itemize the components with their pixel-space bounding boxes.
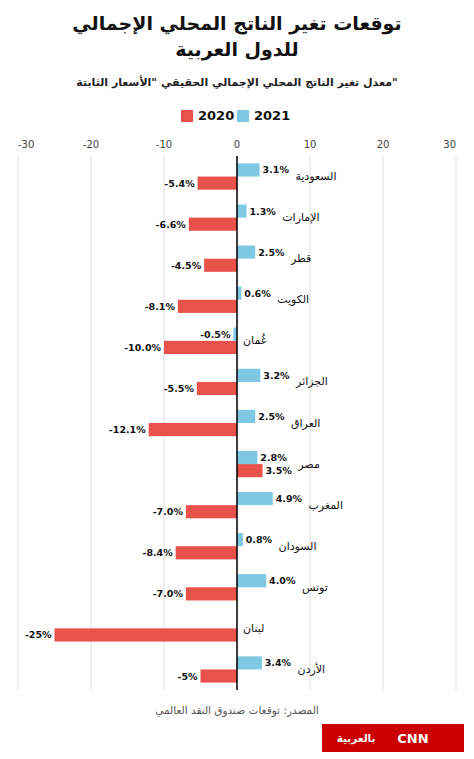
data-label: -8.4% (142, 547, 173, 558)
data-label: 3.2% (263, 370, 290, 381)
data-label: 3.4% (265, 657, 292, 668)
bar (237, 533, 243, 546)
bar (55, 628, 238, 641)
logo-text: بالعربية (337, 732, 376, 745)
category-label: تونس (302, 581, 328, 594)
category-label: العراق (291, 417, 320, 430)
data-label: 2.5% (258, 247, 285, 258)
bar (189, 218, 237, 231)
category-label: السعودية (295, 170, 336, 183)
data-label: -5.4% (164, 178, 195, 189)
bar (201, 669, 238, 682)
category-label: الأردن (298, 662, 326, 676)
data-label: -4.5% (171, 260, 202, 271)
grid-line (456, 156, 457, 690)
category-label: الكويت (277, 293, 309, 306)
category-label: السودان (279, 540, 317, 553)
data-label: -12.1% (109, 424, 146, 435)
logo-text: CNN (397, 731, 428, 746)
data-label: 4.9% (276, 493, 303, 504)
data-label: 3.5% (265, 465, 292, 476)
bars (55, 163, 273, 682)
subtitle: معدل تغير الناتج المحلي الإجمالي الحقيقي… (76, 75, 397, 89)
tick-label: -10 (156, 139, 172, 150)
bar (237, 369, 260, 382)
title: توقعات تغير الناتج المحلي الإجمالي (72, 12, 401, 35)
data-label: -7.0% (153, 588, 184, 599)
legend-swatch (181, 110, 193, 122)
zero-line (236, 156, 238, 690)
background (0, 0, 474, 759)
category-label: قطر (290, 252, 311, 265)
bar (198, 177, 237, 190)
title: للدول العربية (175, 38, 298, 61)
data-label: -6.6% (156, 219, 187, 230)
data-label: -8.1% (145, 301, 176, 312)
bar (186, 587, 237, 600)
legend: 2020 2021 (181, 108, 290, 123)
data-label: -10.0% (124, 342, 161, 353)
tick-label: -20 (83, 139, 99, 150)
bar (204, 259, 237, 272)
bar (237, 163, 260, 176)
data-label: 0.8% (246, 534, 273, 545)
bar (237, 492, 273, 505)
data-label: 2.8% (260, 452, 287, 463)
grid-line (18, 156, 19, 690)
bar (237, 246, 255, 259)
category-label: الجزائر (295, 375, 328, 388)
data-label: -7.0% (153, 506, 184, 517)
chart: توقعات تغير الناتج المحلي الإجمالي للدول … (0, 0, 474, 759)
data-label: -25% (25, 629, 52, 640)
data-label: -5.5% (164, 383, 195, 394)
category-label: مصر (297, 458, 320, 471)
grid-line (91, 156, 92, 690)
grid (18, 156, 456, 690)
grid-line (383, 156, 384, 690)
legend-label: 2021 (254, 108, 290, 123)
bar (197, 382, 237, 395)
logo-box (322, 724, 464, 752)
data-label: 1.3% (249, 206, 276, 217)
category-label: لبنان (243, 622, 264, 635)
bar (237, 410, 255, 423)
data-label: -0.5% (200, 329, 231, 340)
bar (149, 423, 237, 436)
data-label: 3.1% (263, 164, 290, 175)
bar (176, 546, 237, 559)
category-label: الإمارات (282, 211, 319, 224)
data-label: 4.0% (269, 575, 296, 586)
data-label: 0.6% (244, 288, 271, 299)
bar (186, 505, 237, 518)
tick-label: 0 (234, 139, 240, 150)
bar (237, 204, 246, 217)
bar (237, 656, 262, 669)
grid-line (237, 156, 238, 690)
bar (178, 300, 237, 313)
logo: CNN بالعربية (322, 724, 464, 752)
source: المصدر: توقعات صندوق النقد العالمي (155, 704, 319, 717)
bar (237, 574, 266, 587)
bar (237, 451, 257, 464)
bar (237, 464, 263, 477)
tick-label: 10 (304, 139, 317, 150)
category-label: غُمان (243, 333, 267, 347)
bar (164, 341, 237, 354)
tick-label: 20 (377, 139, 390, 150)
tick-label: 30 (443, 139, 456, 150)
data-label: -5% (178, 671, 199, 682)
category-label: المغرب (309, 499, 344, 512)
data-label: 2.5% (258, 411, 285, 422)
tick-label: -30 (18, 139, 34, 150)
legend-swatch (237, 110, 249, 122)
legend-label: 2020 (198, 108, 234, 123)
